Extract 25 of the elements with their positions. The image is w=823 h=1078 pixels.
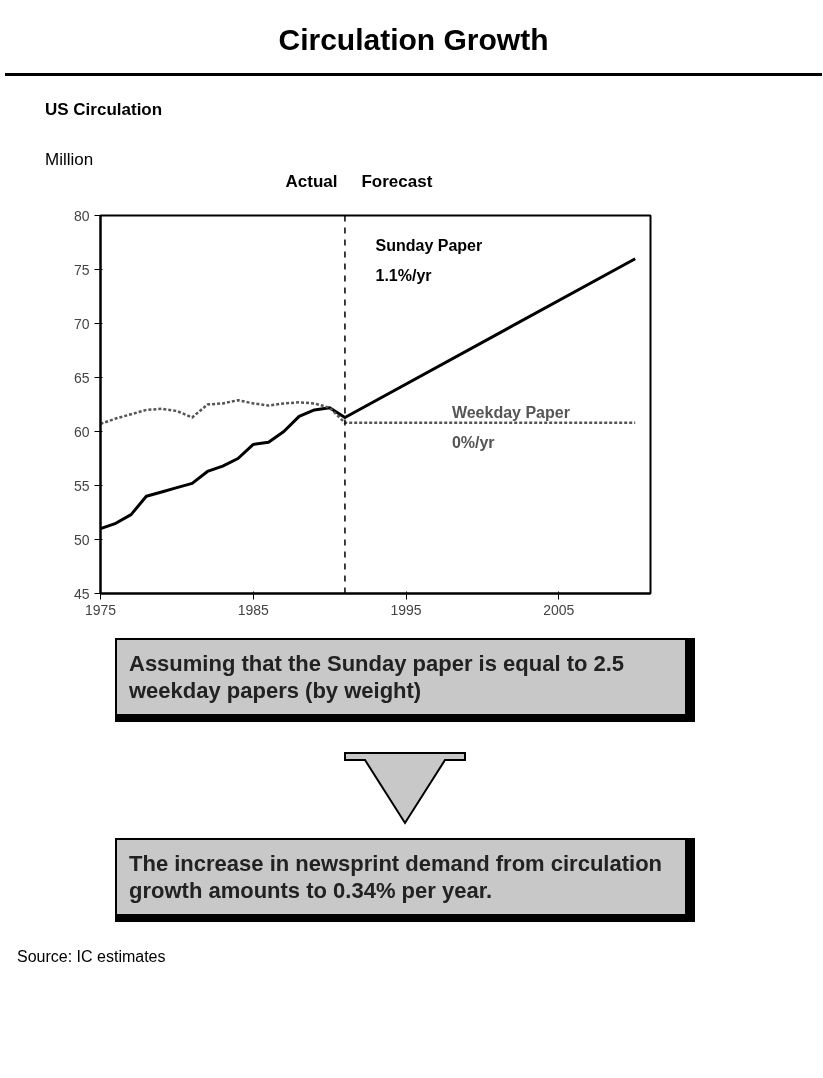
- annotation: 0%/yr: [451, 433, 495, 451]
- y-tick-label: 75: [73, 261, 90, 278]
- x-tick-label: 2005: [543, 601, 575, 618]
- y-tick-label: 45: [73, 585, 90, 602]
- text: Assuming that the Sunday paper is equal to 2.5 weekday papers (by weight): [115, 638, 695, 722]
- text: Sunday Paper: [375, 237, 483, 255]
- text: Actual: [285, 172, 338, 192]
- x-tick-label: 1985: [237, 601, 270, 618]
- line-series: [100, 398, 637, 426]
- source-note: Source: IC estimates: [16, 948, 166, 966]
- y-tick-label: 50: [73, 531, 90, 548]
- x-tick-label: 1995: [390, 601, 422, 618]
- text: Forecast: [361, 172, 433, 192]
- y-tick-label: 80: [73, 207, 90, 224]
- y-tick-label: 55: [73, 477, 90, 494]
- y-tick-label: 60: [73, 423, 90, 440]
- text: The increase in newsprint demand from circulation growth amounts to 0.34% per year.: [115, 838, 695, 922]
- y-tick-label: 70: [73, 315, 90, 332]
- chart-subtitle: US Circulation: [44, 100, 163, 120]
- chart-title: Circulation Growth: [5, 5, 822, 76]
- y-tick-label: 65: [73, 369, 90, 386]
- annotation: 1.1%/yr: [375, 267, 432, 285]
- y-axis-title: Million: [45, 150, 94, 170]
- series-label: Weekday Paper: [451, 403, 570, 421]
- x-tick-label: 1975: [84, 601, 117, 618]
